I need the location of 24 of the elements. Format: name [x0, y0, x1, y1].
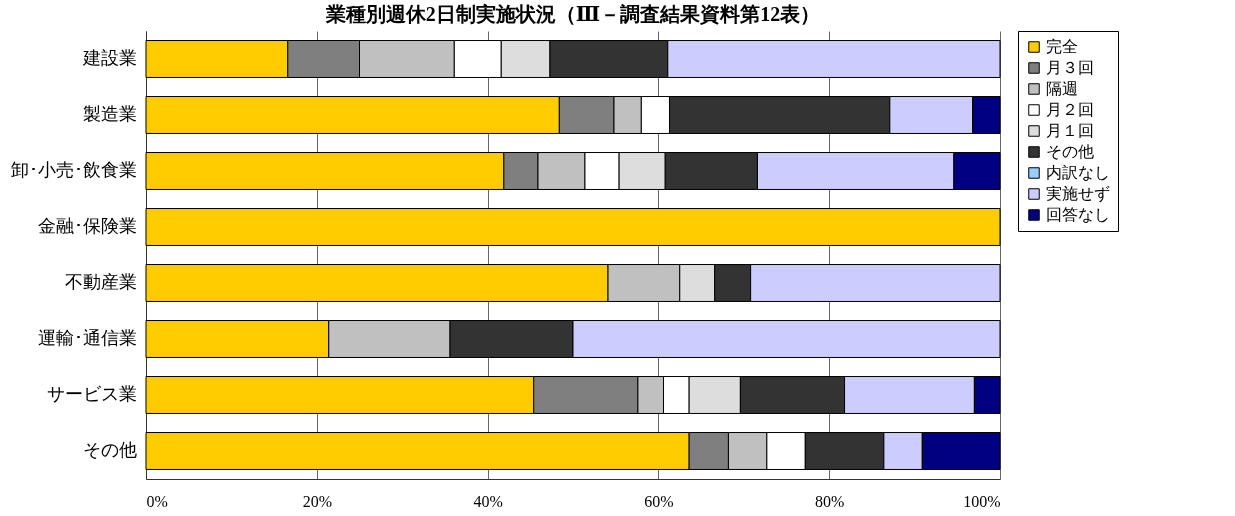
y-tick-label: その他	[82, 440, 137, 460]
y-tick-label: サービス業	[46, 384, 137, 404]
y-tick-label: 金融･保険業	[37, 216, 137, 236]
x-tick-label: 0%	[146, 492, 168, 510]
x-tick-label: 20%	[302, 492, 332, 510]
legend-label: 実施せず	[1046, 185, 1110, 203]
x-tick-label: 100%	[963, 492, 1001, 510]
chart-title: 業種別週休2日制実施状況（Ⅲ－調査結果資料第12表）	[324, 2, 821, 25]
x-tick-label: 40%	[473, 492, 503, 510]
legend-label: その他	[1046, 143, 1094, 160]
y-tick-label: 卸･小売･飲食業	[10, 160, 137, 180]
y-tick-label: 建設業	[81, 48, 137, 68]
legend-label: 月１回	[1046, 122, 1094, 139]
y-tick-label: 不動産業	[64, 272, 137, 292]
y-tick-label: 運輸･通信業	[37, 328, 137, 348]
legend-label: 内訳なし	[1046, 164, 1110, 181]
legend-label: 完全	[1046, 38, 1078, 55]
legend-label: 月３回	[1046, 59, 1094, 76]
y-tick-label: 製造業	[82, 104, 137, 124]
legend-label: 回答なし	[1046, 206, 1110, 223]
legend-label: 月２回	[1046, 101, 1094, 118]
x-tick-label: 80%	[815, 492, 845, 510]
x-tick-label: 60%	[644, 492, 674, 510]
legend-label: 隔週	[1046, 80, 1078, 97]
